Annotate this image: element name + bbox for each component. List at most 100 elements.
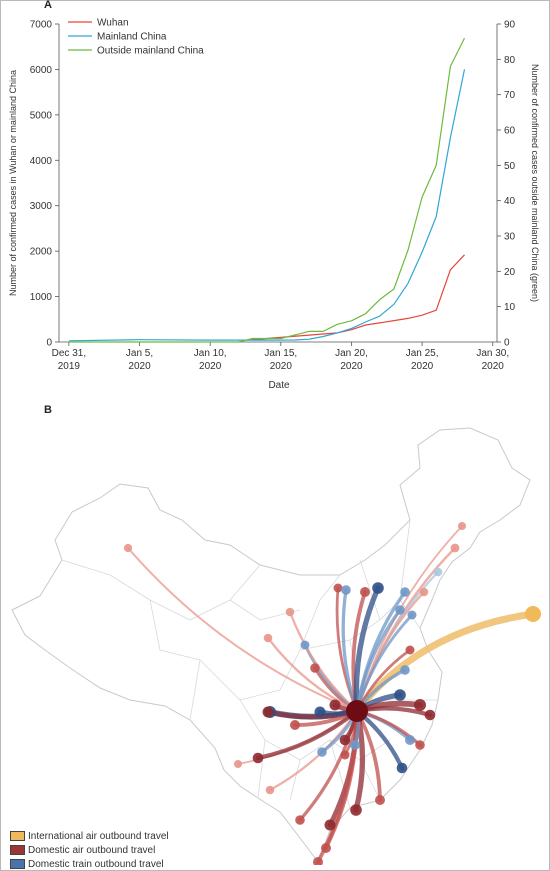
destination-point	[405, 645, 415, 655]
destination-point	[285, 607, 295, 617]
destination-point	[400, 587, 410, 597]
legend-label: Domestic air outbound travel	[28, 844, 156, 856]
legend-label: Mainland China	[97, 32, 167, 43]
x-tick-label: 2020	[340, 361, 363, 372]
right-y-tick-label: 10	[504, 302, 516, 313]
y-tick-label: 0	[46, 338, 52, 349]
x-tick-label: Dec 31,	[52, 348, 86, 359]
y-tick-label: 1000	[30, 292, 53, 303]
y-tick-label: 3000	[30, 201, 53, 212]
right-y-tick-label: 30	[504, 232, 516, 243]
wuhan-hub-marker	[346, 700, 368, 722]
x-tick-label: 2020	[482, 361, 505, 372]
legend-label: Outside mainland China	[97, 46, 204, 57]
map-legend: International air outbound travel Domest…	[10, 829, 169, 871]
province-borders	[61, 519, 438, 809]
series-line-outside-mainland-china	[68, 37, 466, 343]
x-tick-label: Jan 15,	[264, 348, 297, 359]
destination-point	[395, 605, 405, 615]
destination-point	[394, 689, 406, 701]
destination-point	[252, 752, 264, 764]
x-tick-label: 2020	[270, 361, 293, 372]
right-y-tick-label: 50	[504, 161, 516, 172]
destination-points	[123, 522, 541, 865]
destination-point	[415, 740, 425, 750]
x-ticks: Dec 31, 2019 Jan 5, 2020 Jan 10, 2020 Jan 15, 2…	[52, 342, 509, 372]
right-y-tick-label: 60	[504, 126, 516, 137]
destination-point	[263, 633, 273, 643]
x-tick-label: Jan 10,	[194, 348, 227, 359]
legend-swatch-international-air	[10, 831, 25, 841]
legend-item-domestic-air: Domestic air outbound travel	[10, 843, 169, 857]
x-tick-label: Jan 20,	[335, 348, 368, 359]
destination-point	[400, 665, 410, 675]
destination-point	[340, 750, 350, 760]
series-line-mainland-china	[68, 69, 466, 342]
destination-point	[433, 567, 443, 577]
train-route	[355, 608, 402, 713]
right-y-ticks: 0 10 20 30 40 50 60 70 80 90	[497, 20, 516, 349]
line-chart: 0 1000 2000 3000 4000 5000 6000 7000 0 10 20 30 40 5…	[8, 18, 540, 392]
destination-point	[360, 587, 370, 597]
y-tick-label: 5000	[30, 110, 53, 121]
destination-point	[300, 640, 310, 650]
train-route	[341, 588, 359, 713]
x-tick-label: 2019	[58, 361, 81, 372]
panel-b-label: B	[44, 404, 52, 416]
destination-point	[407, 610, 417, 620]
destination-point	[419, 587, 429, 597]
series-lines	[68, 37, 466, 343]
y-tick-label: 7000	[30, 20, 53, 31]
destination-point	[313, 857, 323, 865]
destination-point	[333, 583, 343, 593]
x-tick-label: Jan 25,	[406, 348, 439, 359]
left-axis-label: Number of confirmed cases in Wuhan or ma…	[8, 70, 18, 296]
destination-point	[405, 735, 415, 745]
destination-point	[265, 785, 275, 795]
right-axis-label: Number of confirmed cases outside mainla…	[530, 64, 540, 302]
legend-label: Wuhan	[97, 18, 129, 29]
destination-point	[314, 706, 326, 718]
destination-point	[310, 663, 320, 673]
destination-point	[396, 762, 408, 774]
destination-point	[339, 734, 351, 746]
right-y-tick-label: 0	[504, 338, 510, 349]
air-route	[266, 636, 359, 713]
legend-swatch-domestic-train	[10, 859, 25, 869]
china-outline	[11, 427, 531, 864]
destination-point	[295, 815, 305, 825]
right-y-tick-label: 90	[504, 20, 516, 31]
destination-point	[317, 747, 327, 757]
right-y-tick-label: 40	[504, 196, 516, 207]
x-tick-label: 2020	[199, 361, 222, 372]
legend-label: International air outbound travel	[28, 830, 169, 842]
destination-point	[262, 706, 274, 718]
destination-point	[321, 843, 331, 853]
destination-point	[290, 720, 300, 730]
x-tick-label: 2020	[411, 361, 434, 372]
y-tick-label: 2000	[30, 247, 53, 258]
legend-item-domestic-train: Domestic train outbound travel	[10, 857, 169, 871]
air-route	[255, 708, 360, 761]
destination-point	[350, 804, 362, 816]
destination-point	[123, 543, 133, 553]
destination-point	[350, 740, 360, 750]
x-tick-label: Jan 5,	[126, 348, 153, 359]
legend-label: Domestic train outbound travel	[28, 858, 164, 870]
destination-point	[458, 522, 466, 530]
y-tick-label: 6000	[30, 65, 53, 76]
destination-point	[424, 709, 436, 721]
destination-point	[341, 585, 351, 595]
x-tick-label: 2020	[128, 361, 151, 372]
travel-routes	[127, 525, 537, 864]
legend-swatch-domestic-air	[10, 845, 25, 855]
destination-point	[414, 699, 426, 711]
panel-a-label: A	[44, 0, 52, 11]
y-tick-label: 4000	[30, 156, 53, 167]
destination-point	[234, 760, 242, 768]
x-tick-label: Jan 30,	[476, 348, 509, 359]
destination-point	[450, 543, 460, 553]
right-y-tick-label: 70	[504, 90, 516, 101]
chart-legend: Wuhan Mainland China Outside mainland Chin…	[68, 18, 204, 57]
series-line-wuhan	[245, 254, 465, 341]
